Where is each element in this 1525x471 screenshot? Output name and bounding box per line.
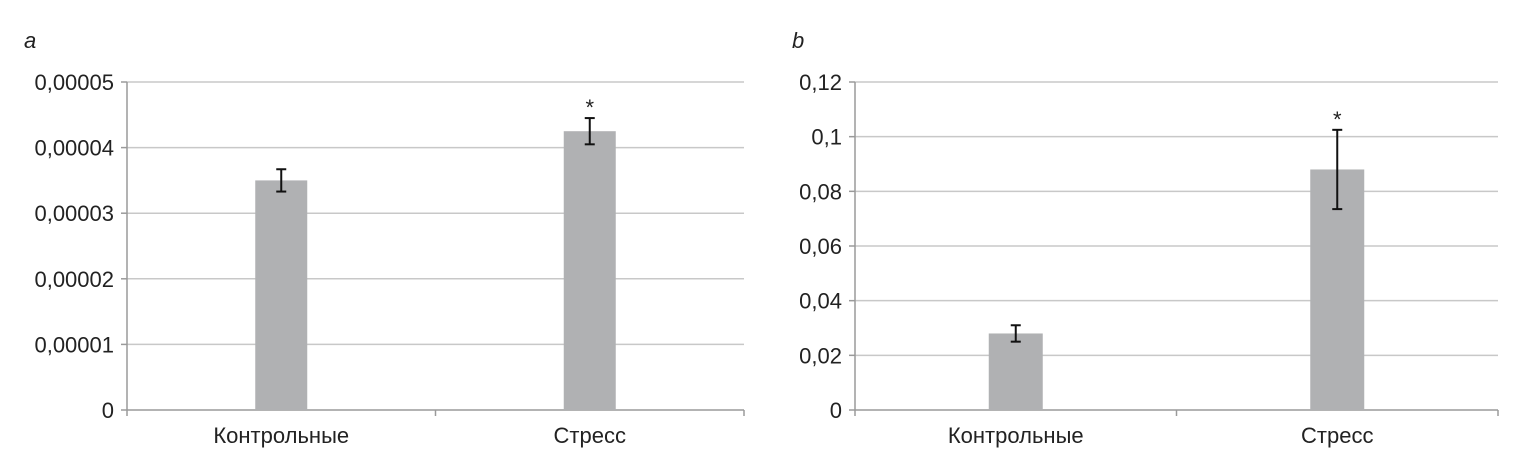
x-tick-label: Контрольные <box>213 423 349 448</box>
y-tick-label: 0,04 <box>799 289 842 314</box>
y-tick-label: 0,08 <box>799 179 842 204</box>
x-tick-label: Стресс <box>1301 423 1373 448</box>
y-tick-label: 0,00004 <box>34 136 114 161</box>
panel-label: b <box>792 28 804 53</box>
bar <box>563 131 616 410</box>
significance-marker: * <box>1333 107 1342 132</box>
x-tick-label: Контрольные <box>948 423 1084 448</box>
y-tick-label: 0 <box>830 398 842 423</box>
x-tick-label: Стресс <box>554 423 626 448</box>
y-tick-label: 0,1 <box>811 125 842 150</box>
y-tick-label: 0,06 <box>799 234 842 259</box>
y-tick-label: 0,00003 <box>34 201 114 226</box>
y-tick-label: 0,00001 <box>34 332 114 357</box>
chart-panel-a: a 0 0,00001 0,00002 0,00003 0,00004 0,00005 Кон… <box>24 28 745 448</box>
error-bar <box>1332 128 1343 211</box>
y-tick-label: 0,00002 <box>34 267 114 292</box>
error-bar <box>1010 324 1021 343</box>
bar <box>255 180 308 410</box>
chart-panel-b: b 0 0,02 0,04 0,06 0,08 0,1 0,12 Контрольные * Стр… <box>792 28 1499 448</box>
bar <box>988 333 1043 410</box>
panel-label: a <box>24 28 36 53</box>
y-tick-label: 0,12 <box>799 70 842 95</box>
y-tick-label: 0 <box>102 398 114 423</box>
error-bar <box>276 168 287 193</box>
y-tick-label: 0,02 <box>799 343 842 368</box>
significance-marker: * <box>585 95 594 120</box>
y-tick-label: 0,00005 <box>34 70 114 95</box>
error-bar <box>584 117 595 146</box>
